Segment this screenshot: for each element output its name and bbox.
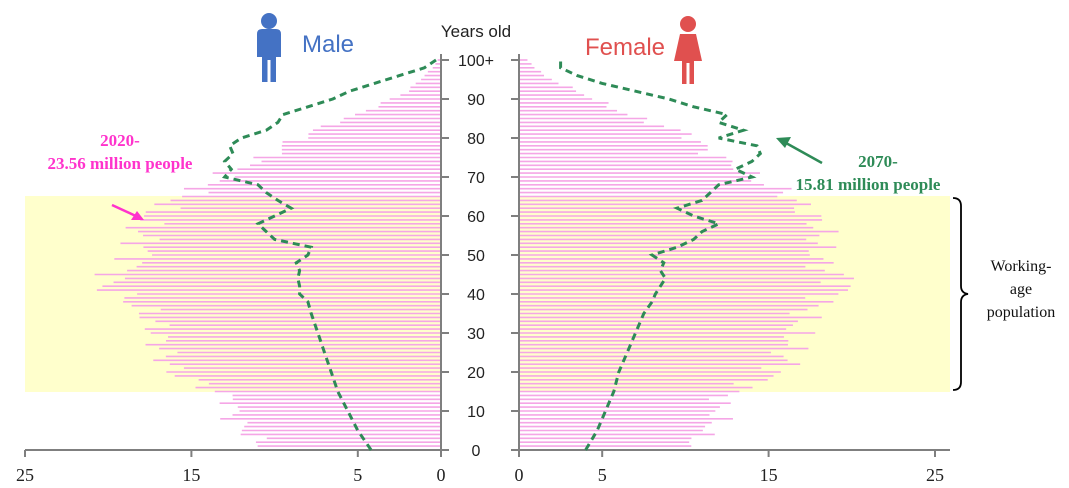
y-tick-label-70: 70 <box>467 170 485 187</box>
working-age-label-line3: population <box>987 304 1055 321</box>
y-axis-title: Years old <box>441 22 511 41</box>
female-person-icon <box>674 16 702 84</box>
male-label: Male <box>302 31 354 58</box>
x-tick-label-6: 15 <box>760 465 778 485</box>
y-tick-label-10: 10 <box>467 404 485 421</box>
y-tick-label-0: 0 <box>472 443 481 460</box>
annotation-2020-total: 23.56 million people <box>48 154 193 173</box>
x-tick-label-2: 5 <box>353 465 362 485</box>
x-tick-label-3: 0 <box>437 465 446 485</box>
working-age-label-line1: Working- <box>991 258 1052 275</box>
y-tick-label-30: 30 <box>467 326 485 343</box>
y-tick-label-60: 60 <box>467 209 485 226</box>
annotation-2070-arrow <box>776 137 822 163</box>
y-tick-label-100: 100+ <box>458 53 494 70</box>
annotation-2070-total: 15.81 million people <box>796 175 941 194</box>
annotation-2070-year: 2070- <box>858 152 898 171</box>
x-tick-label-4: 0 <box>515 465 524 485</box>
x-tick-label-1: 15 <box>182 465 200 485</box>
y-tick-label-80: 80 <box>467 131 485 148</box>
y-tick-label-50: 50 <box>467 248 485 265</box>
annotation-2020-year: 2020- <box>100 131 140 150</box>
working-age-label-line2: age <box>1010 281 1032 298</box>
female-label: Female <box>585 34 665 61</box>
y-tick-label-90: 90 <box>467 92 485 109</box>
male-person-icon <box>257 13 281 82</box>
y-tick-label-40: 40 <box>467 287 485 304</box>
x-tick-label-0: 25 <box>16 465 34 485</box>
x-tick-label-5: 5 <box>598 465 607 485</box>
y-tick-label-20: 20 <box>467 365 485 382</box>
x-tick-label-7: 25 <box>926 465 944 485</box>
working-age-brace <box>953 198 968 390</box>
